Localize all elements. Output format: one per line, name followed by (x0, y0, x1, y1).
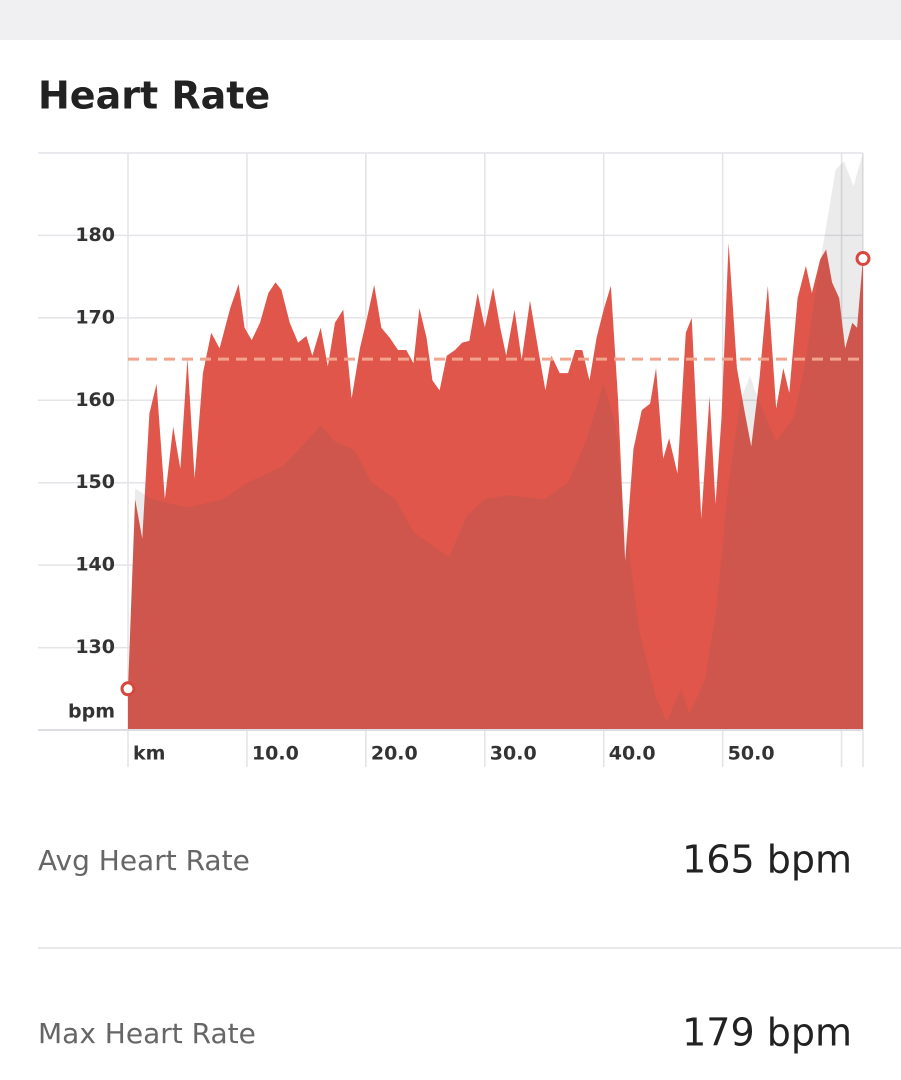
area (128, 242, 863, 730)
y-tick-label: 170 (75, 306, 115, 328)
y-axis-label: bpm (68, 701, 115, 723)
area (128, 153, 863, 730)
stat-label: Max Heart Rate (38, 1017, 256, 1050)
top-bar (0, 0, 901, 40)
x-tick-label: 30.0 (490, 743, 537, 765)
chart-title: Heart Rate (38, 74, 270, 118)
stat-label: Avg Heart Rate (38, 844, 250, 877)
stat-value: 179 bpm (682, 1011, 852, 1055)
endpoint-marker (120, 681, 136, 697)
y-tick-label: 130 (75, 636, 115, 658)
plot: 130 140 150 160 170 180 bpm 10.0 20.0 30.0 40.0 50.… (38, 152, 871, 767)
x-tick-label: 10.0 (252, 743, 299, 765)
y-tick-label: 140 (75, 554, 115, 576)
endpoint-marker (855, 251, 871, 267)
x-tick-label: 20.0 (371, 743, 418, 765)
y-tick-label: 160 (75, 389, 115, 411)
x-tick-label: 50.0 (728, 743, 775, 765)
x-axis-label: km (133, 743, 165, 765)
y-tick-label: 180 (75, 224, 115, 246)
stat-value: 165 bpm (682, 838, 852, 882)
y-tick-label: 150 (75, 471, 115, 493)
x-tick-label: 40.0 (609, 743, 656, 765)
